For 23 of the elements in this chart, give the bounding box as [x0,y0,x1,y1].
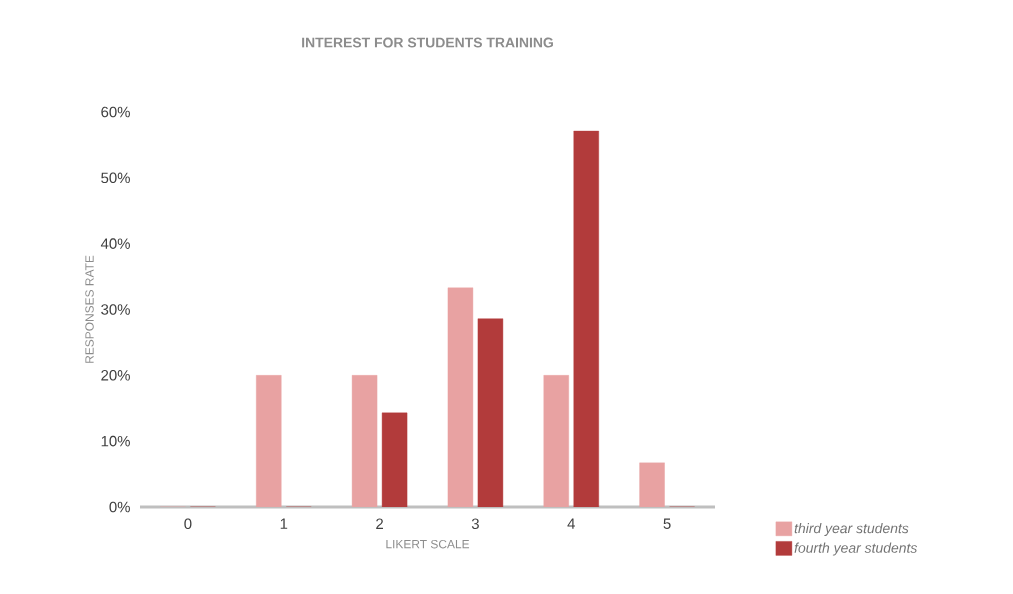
bar [447,287,474,507]
x-tick-label: 0 [184,518,192,530]
x-tick-label: 3 [471,518,479,530]
y-tick-label: 20% [101,370,130,381]
y-axis-title: RESPONSES RATE [85,255,94,363]
x-tick-label: 1 [280,518,288,529]
bar [543,375,569,507]
x-axis-title: LIKERT SCALE [386,539,470,549]
y-tick-label: 50% [101,172,130,184]
y-tick-label: 60% [101,106,130,118]
bar [256,375,282,507]
x-tick-label: 4 [567,518,575,529]
bar [351,375,378,507]
y-tick-label: 30% [101,304,130,315]
y-tick-label: 40% [100,238,130,249]
x-tick-label: 5 [663,518,671,529]
x-tick-label: 2 [376,518,383,529]
y-tick-label: 0% [109,501,130,513]
chart-title: INTEREST FOR STUDENTS TRAINING [302,37,553,48]
legend-label: fourth year students [794,542,918,556]
legend-label: third year students [794,523,909,537]
bar [639,462,665,507]
y-tick-label: 10% [101,435,130,447]
